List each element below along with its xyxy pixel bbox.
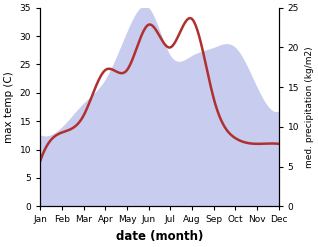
Y-axis label: med. precipitation (kg/m2): med. precipitation (kg/m2) [305, 46, 314, 168]
X-axis label: date (month): date (month) [116, 230, 203, 243]
Y-axis label: max temp (C): max temp (C) [4, 71, 14, 143]
